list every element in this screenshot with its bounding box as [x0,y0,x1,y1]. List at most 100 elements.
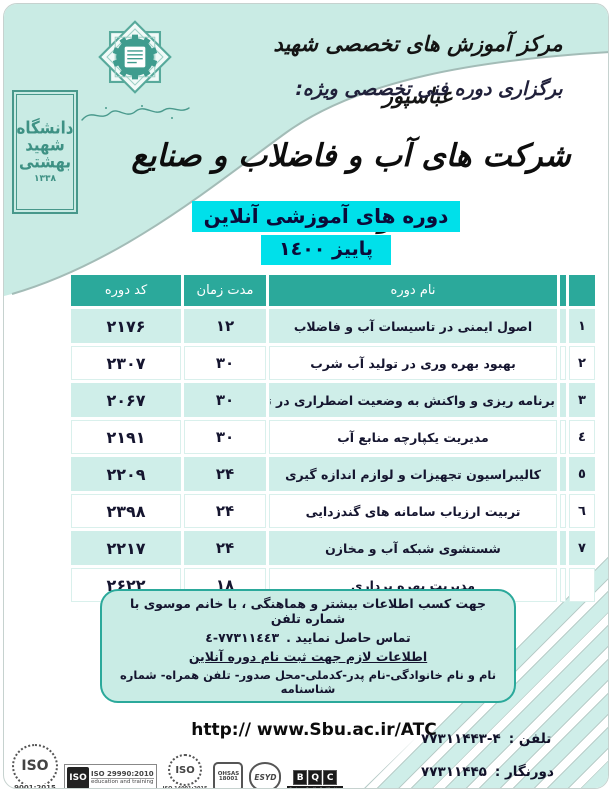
header-subtitle: برگزاری دوره فنی تخصصی ویژه: [295,78,563,100]
table-row: ۲۲۱۷ ۲۴ شستشوی شبکه آب و مخازن ۷ [71,531,595,565]
course-duration: ۱۲ [184,309,266,343]
ohsas-number: 18001 [218,776,238,782]
contact-line-4: نام و نام خانوادگی-نام پدر-کدملی-محل صدو… [119,668,497,696]
phone-label: تلفن : [508,731,552,747]
highlight-block: دوره های آموزشی آنلاین پاییز ١٤٠٠ [84,201,568,265]
row-number: ٦ [569,494,595,528]
course-duration: ۲۴ [184,457,266,491]
course-code: ۲۳۹۸ [71,494,181,528]
course-duration: ۲۴ [184,531,266,565]
row-number: ۷ [569,531,595,565]
header-spacer [560,275,566,306]
row-spacer [560,420,566,454]
bqc-letter-c: C [323,770,338,785]
highlight-online-courses: دوره های آموزشی آنلاین [191,201,461,232]
course-code: ۲۱۹۱ [71,420,181,454]
iso-9001-logo: ISO 9001:2015 [12,744,58,788]
phone-number: ۷۷۳۱۱۴۴۳-۴ [421,731,501,747]
table-row: ۲۳۹۸ ۲۴ تربیت ارزیاب سامانه های گندزدایی… [71,494,595,528]
training-center-emblem-logo [98,20,172,94]
iso-14001-logo: ISO ISO 14001:2015 [162,754,208,789]
header-num [569,275,595,306]
row-number: ۲ [569,346,595,380]
highlight-season: پاییز ١٤٠٠ [261,235,391,265]
course-name: مدیریت یکپارچه منابع آب [269,420,557,454]
contact-line-1: جهت کسب اطلاعات بیشتر و هماهنگی ، با خان… [129,596,487,626]
iso-29990-note: education and training [91,778,154,786]
course-code: ۲۲۱۷ [71,531,181,565]
course-duration: ۳۰ [184,420,266,454]
iso-14001-caption: ISO 14001:2015 [162,786,208,789]
course-name: اصول ایمنی در تاسیسات آب و فاضلاب [269,309,557,343]
course-code: ۲۲۰۹ [71,457,181,491]
course-code: ۲۳۰۷ [71,346,181,380]
row-spacer [560,531,566,565]
row-number: ۳ [569,383,595,417]
header-name: نام دوره [269,275,557,306]
row-number: ٤ [569,420,595,454]
org-title: مرکز آموزش های تخصصی شهید عباسپور [273,32,563,108]
row-spacer [560,494,566,528]
table-row: ۲۲۰۹ ۲۴ کالیبراسیون تجهیزات و لوازم اندا… [71,457,595,491]
course-code: ۲۰۶۷ [71,383,181,417]
table-row: ۲۳۰۷ ۳۰ بهبود بهره وری در تولید آب شرب ۲ [71,346,595,380]
esyd-logo: ESYD [249,762,282,788]
table-row: ۲۱۹۱ ۳۰ مدیریت یکپارچه منابع آب ٤ [71,420,595,454]
esyd-title: ESYD [254,772,277,782]
row-spacer [560,568,566,602]
fax-label: دورنگار : [494,764,554,780]
iso-icon: ISO [67,767,89,788]
university-stamp: دانشگاه شهید بهشتی ۱۳۳۸ [12,90,78,214]
fax-number: ۷۷۳۱۱۴۴۵ [421,764,487,780]
course-name: شستشوی شبکه آب و مخازن [269,531,557,565]
course-duration: ۳۰ [184,383,266,417]
contact-line-2-text: تماس حاصل نمایید . [286,630,411,645]
row-number [569,568,595,602]
stamp-word-2: شهید [25,134,65,156]
website-link[interactable]: http:// www.Sbu.ac.ir/ATC [191,720,437,740]
row-spacer [560,457,566,491]
contact-line-3: اطلاعات لازم جهت ثبت نام دوره آنلاین [188,649,428,664]
ohsas-title: OHSAS [217,770,240,777]
bqc-logo: B Q C Business Quality Certification [287,770,343,788]
course-code: ۲۱۷۶ [71,309,181,343]
course-name: کالیبراسیون تجهیزات و لوازم اندازه گیری [269,457,557,491]
course-duration: ۲۴ [184,494,266,528]
course-name: بهبود بهره وری در تولید آب شرب [269,346,557,380]
footer-fax: ۷۷۳۱۱۴۴۵ دورنگار : [421,764,596,780]
signature-calligraphy [81,105,190,121]
iso-29990-logo: ISO ISO 29990:2010 education and trainin… [64,764,157,788]
stamp-word-1: دانشگاه [16,117,74,138]
row-spacer [560,383,566,417]
ohsas-18001-logo: OHSAS 18001 [213,762,244,788]
main-title: شرکت های آب و فاضلاب و صنایع وابسته [131,138,571,234]
row-number: ۱ [569,309,595,343]
contact-line-2: ٧٧٣١١٤٤٣-٤ تماس حاصل نمایید . [112,630,504,645]
contact-info-box: جهت کسب اطلاعات بیشتر و هماهنگی ، با خان… [100,589,516,703]
row-spacer [560,309,566,343]
iso-icon: ISO [168,754,203,786]
course-duration: ۳۰ [184,346,266,380]
header-duration: مدت زمان [184,275,266,306]
table-row: ۲۱۷۶ ۱۲ اصول ایمنی در تاسیسات آب و فاضلا… [71,309,595,343]
row-number: ٥ [569,457,595,491]
iso-29990-caption: ISO 29990:2010 [91,769,154,778]
certification-logos: ISO 9001:2015 ISO ISO 29990:2010 educati… [12,742,343,789]
courses-table: کد دوره مدت زمان نام دوره ۲۱۷۶ ۱۲ اصول ا… [68,272,598,605]
stamp-year: ۱۳۳۸ [34,174,56,185]
course-name: برنامه ریزی و واکنش به وضعیت اضطراری در … [269,383,557,417]
bqc-letter-q: Q [308,770,323,785]
bqc-letter-b: B [293,770,308,785]
table-header-row: کد دوره مدت زمان نام دوره [71,275,595,306]
iso-9001-caption: 9001:2015 [14,784,56,788]
flyer-canvas: دانشگاه شهید بهشتی ۱۳۳۸ مرکز آموزش های ت… [3,3,609,789]
course-name: تربیت ارزیاب سامانه های گندزدایی [269,494,557,528]
row-spacer [560,346,566,380]
iso-icon: ISO [12,744,58,788]
header-code: کد دوره [71,275,181,306]
bqc-caption: Business Quality Certification [287,786,343,788]
footer-phone: ۷۷۳۱۱۴۴۳-۴ تلفن : [421,731,596,747]
table-row: ۲۰۶۷ ۳۰ برنامه ریزی و واکنش به وضعیت اضط… [71,383,595,417]
stamp-word-3: بهشتی [18,151,72,173]
